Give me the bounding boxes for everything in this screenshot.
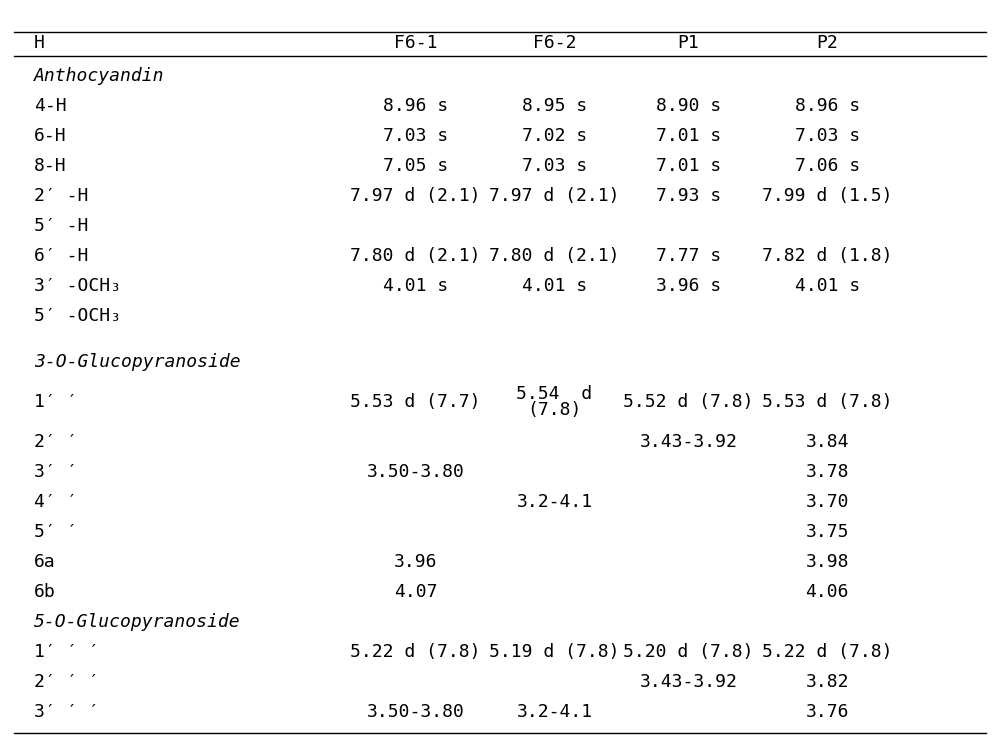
- Text: 7.80 d (2.1): 7.80 d (2.1): [489, 246, 620, 264]
- Text: 3.96 s: 3.96 s: [656, 276, 721, 294]
- Text: 8-H: 8-H: [34, 157, 67, 175]
- Text: 4.07: 4.07: [394, 583, 437, 601]
- Text: 7.01 s: 7.01 s: [656, 127, 721, 145]
- Text: 5.52 d (7.8): 5.52 d (7.8): [623, 393, 754, 411]
- Text: 5.22 d (7.8): 5.22 d (7.8): [350, 643, 481, 661]
- Text: 2′ ′: 2′ ′: [34, 433, 77, 451]
- Text: 3.82: 3.82: [806, 673, 849, 691]
- Text: 8.96 s: 8.96 s: [383, 97, 448, 115]
- Text: 4.01 s: 4.01 s: [522, 276, 587, 294]
- Text: 4′ ′: 4′ ′: [34, 493, 77, 511]
- Text: 6a: 6a: [34, 553, 56, 571]
- Text: 7.80 d (2.1): 7.80 d (2.1): [350, 246, 481, 264]
- Text: 3.84: 3.84: [806, 433, 849, 451]
- Text: 3.2-4.1: 3.2-4.1: [516, 493, 593, 511]
- Text: 3′ ′ ′: 3′ ′ ′: [34, 703, 99, 721]
- Text: 1′ ′ ′: 1′ ′ ′: [34, 643, 99, 661]
- Text: 7.03 s: 7.03 s: [795, 127, 860, 145]
- Text: 3.43-3.92: 3.43-3.92: [639, 673, 737, 691]
- Text: Anthocyandin: Anthocyandin: [34, 67, 164, 85]
- Text: 8.95 s: 8.95 s: [522, 97, 587, 115]
- Text: 7.99 d (1.5): 7.99 d (1.5): [762, 187, 893, 204]
- Text: 7.05 s: 7.05 s: [383, 157, 448, 175]
- Text: 6-H: 6-H: [34, 127, 67, 145]
- Text: 3.78: 3.78: [806, 463, 849, 481]
- Text: 5′ -H: 5′ -H: [34, 216, 88, 234]
- Text: 3.50-3.80: 3.50-3.80: [367, 463, 465, 481]
- Text: 2′ ′ ′: 2′ ′ ′: [34, 673, 99, 691]
- Text: 5.54  d: 5.54 d: [516, 385, 593, 403]
- Text: 6′ -H: 6′ -H: [34, 246, 88, 264]
- Text: 7.01 s: 7.01 s: [656, 157, 721, 175]
- Text: 5.20 d (7.8): 5.20 d (7.8): [623, 643, 754, 661]
- Text: 8.96 s: 8.96 s: [795, 97, 860, 115]
- Text: 1′ ′: 1′ ′: [34, 393, 77, 411]
- Text: 3.43-3.92: 3.43-3.92: [639, 433, 737, 451]
- Text: 5.22 d (7.8): 5.22 d (7.8): [762, 643, 893, 661]
- Text: 7.77 s: 7.77 s: [656, 246, 721, 264]
- Text: 4.01 s: 4.01 s: [795, 276, 860, 294]
- Text: 4.01 s: 4.01 s: [383, 276, 448, 294]
- Text: 3-O-Glucopyranoside: 3-O-Glucopyranoside: [34, 353, 241, 371]
- Text: 5-O-Glucopyranoside: 5-O-Glucopyranoside: [34, 613, 241, 631]
- Text: 7.06 s: 7.06 s: [795, 157, 860, 175]
- Text: 6b: 6b: [34, 583, 56, 601]
- Text: 5.53 d (7.8): 5.53 d (7.8): [762, 393, 893, 411]
- Text: 3.96: 3.96: [394, 553, 437, 571]
- Text: 2′ -H: 2′ -H: [34, 187, 88, 204]
- Text: 7.03 s: 7.03 s: [522, 157, 587, 175]
- Text: 3.70: 3.70: [806, 493, 849, 511]
- Text: 4.06: 4.06: [806, 583, 849, 601]
- Text: P1: P1: [678, 34, 699, 52]
- Text: 7.03 s: 7.03 s: [383, 127, 448, 145]
- Text: 7.93 s: 7.93 s: [656, 187, 721, 204]
- Text: 5′ -OCH₃: 5′ -OCH₃: [34, 306, 121, 324]
- Text: H: H: [34, 34, 45, 52]
- Text: 3.75: 3.75: [806, 523, 849, 541]
- Text: F6-1: F6-1: [394, 34, 437, 52]
- Text: F6-2: F6-2: [533, 34, 576, 52]
- Text: 7.97 d (2.1): 7.97 d (2.1): [489, 187, 620, 204]
- Text: 7.82 d (1.8): 7.82 d (1.8): [762, 246, 893, 264]
- Text: P2: P2: [816, 34, 838, 52]
- Text: 5′ ′: 5′ ′: [34, 523, 77, 541]
- Text: 3′ ′: 3′ ′: [34, 463, 77, 481]
- Text: 3.50-3.80: 3.50-3.80: [367, 703, 465, 721]
- Text: 3.98: 3.98: [806, 553, 849, 571]
- Text: 7.97 d (2.1): 7.97 d (2.1): [350, 187, 481, 204]
- Text: 4-H: 4-H: [34, 97, 67, 115]
- Text: 3.2-4.1: 3.2-4.1: [516, 703, 593, 721]
- Text: 5.19 d (7.8): 5.19 d (7.8): [489, 643, 620, 661]
- Text: 5.53 d (7.7): 5.53 d (7.7): [350, 393, 481, 411]
- Text: (7.8): (7.8): [527, 401, 582, 419]
- Text: 7.02 s: 7.02 s: [522, 127, 587, 145]
- Text: 8.90 s: 8.90 s: [656, 97, 721, 115]
- Text: 3′ -OCH₃: 3′ -OCH₃: [34, 276, 121, 294]
- Text: 3.76: 3.76: [806, 703, 849, 721]
